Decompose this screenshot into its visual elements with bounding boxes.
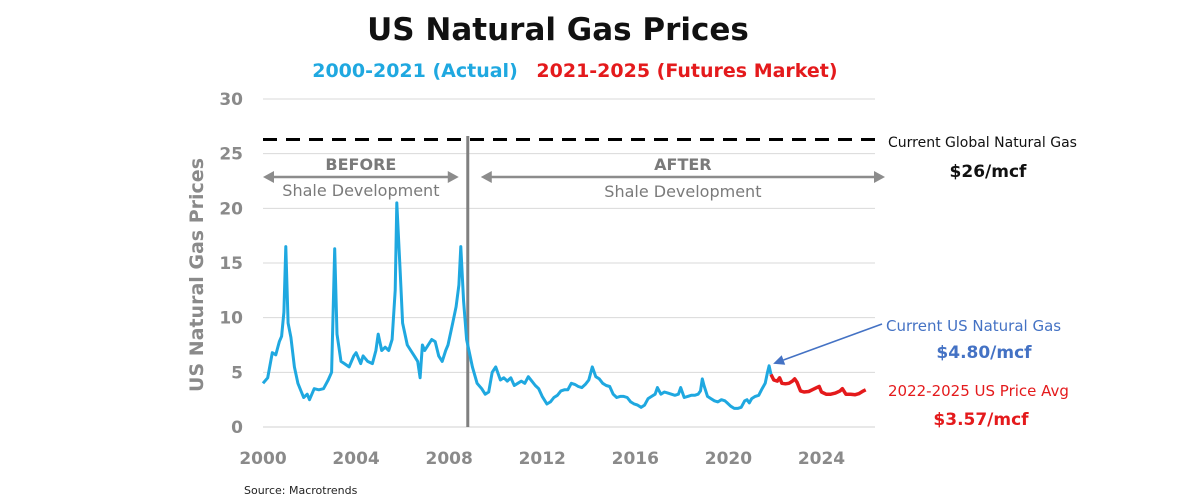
era-before-subtitle: Shale Development (282, 181, 439, 200)
series-actual-line (261, 201, 773, 410)
y-tick-15: 15 (219, 254, 243, 274)
chart-title: US Natural Gas Prices (367, 12, 749, 48)
y-tick-5: 5 (231, 363, 243, 383)
before-arrow-right-head (447, 171, 459, 183)
subtitle-actual: 2000-2021 (Actual) (312, 60, 518, 82)
global-price-label: Current Global Natural Gas (888, 135, 1077, 151)
current-price-arrowhead (773, 355, 786, 365)
y-tick-0: 0 (231, 418, 243, 438)
era-arrows (263, 171, 885, 183)
source-note: Source: Macrotrends (244, 484, 358, 497)
era-after-heading: AFTER (654, 155, 711, 174)
series-futures-line (769, 373, 867, 397)
x-tick-2016: 2016 (612, 449, 659, 469)
x-tick-2020: 2020 (705, 449, 752, 469)
futures-avg-value: $3.57/mcf (933, 410, 1029, 430)
x-tick-2024: 2024 (798, 449, 845, 469)
x-tick-2000: 2000 (239, 449, 286, 469)
x-tick-labels: 2000 2004 2008 2012 2016 2020 2024 (239, 449, 845, 469)
y-tick-20: 20 (219, 199, 243, 219)
current-us-value: $4.80/mcf (936, 343, 1032, 363)
subtitle-futures: 2021-2025 (Futures Market) (536, 60, 837, 82)
after-arrow-right-head (874, 171, 885, 183)
x-tick-2012: 2012 (519, 449, 566, 469)
current-us-label: Current US Natural Gas (886, 317, 1061, 335)
x-tick-2004: 2004 (332, 449, 379, 469)
y-tick-30: 30 (219, 90, 243, 110)
y-axis-label: US Natural Gas Prices (186, 158, 208, 392)
y-tick-10: 10 (219, 309, 243, 329)
y-tick-25: 25 (219, 145, 243, 165)
x-tick-2008: 2008 (425, 449, 472, 469)
before-arrow-left-head (263, 171, 274, 183)
era-before-heading: BEFORE (325, 155, 396, 174)
futures-avg-label: 2022-2025 US Price Avg (888, 382, 1069, 400)
gridlines (263, 98, 875, 428)
era-after-subtitle: Shale Development (604, 182, 761, 201)
after-arrow-left-head (480, 171, 492, 183)
global-price-value: $26/mcf (950, 162, 1027, 182)
current-price-arrow (783, 323, 883, 361)
y-tick-labels: 0 5 10 15 20 25 30 (219, 90, 243, 438)
